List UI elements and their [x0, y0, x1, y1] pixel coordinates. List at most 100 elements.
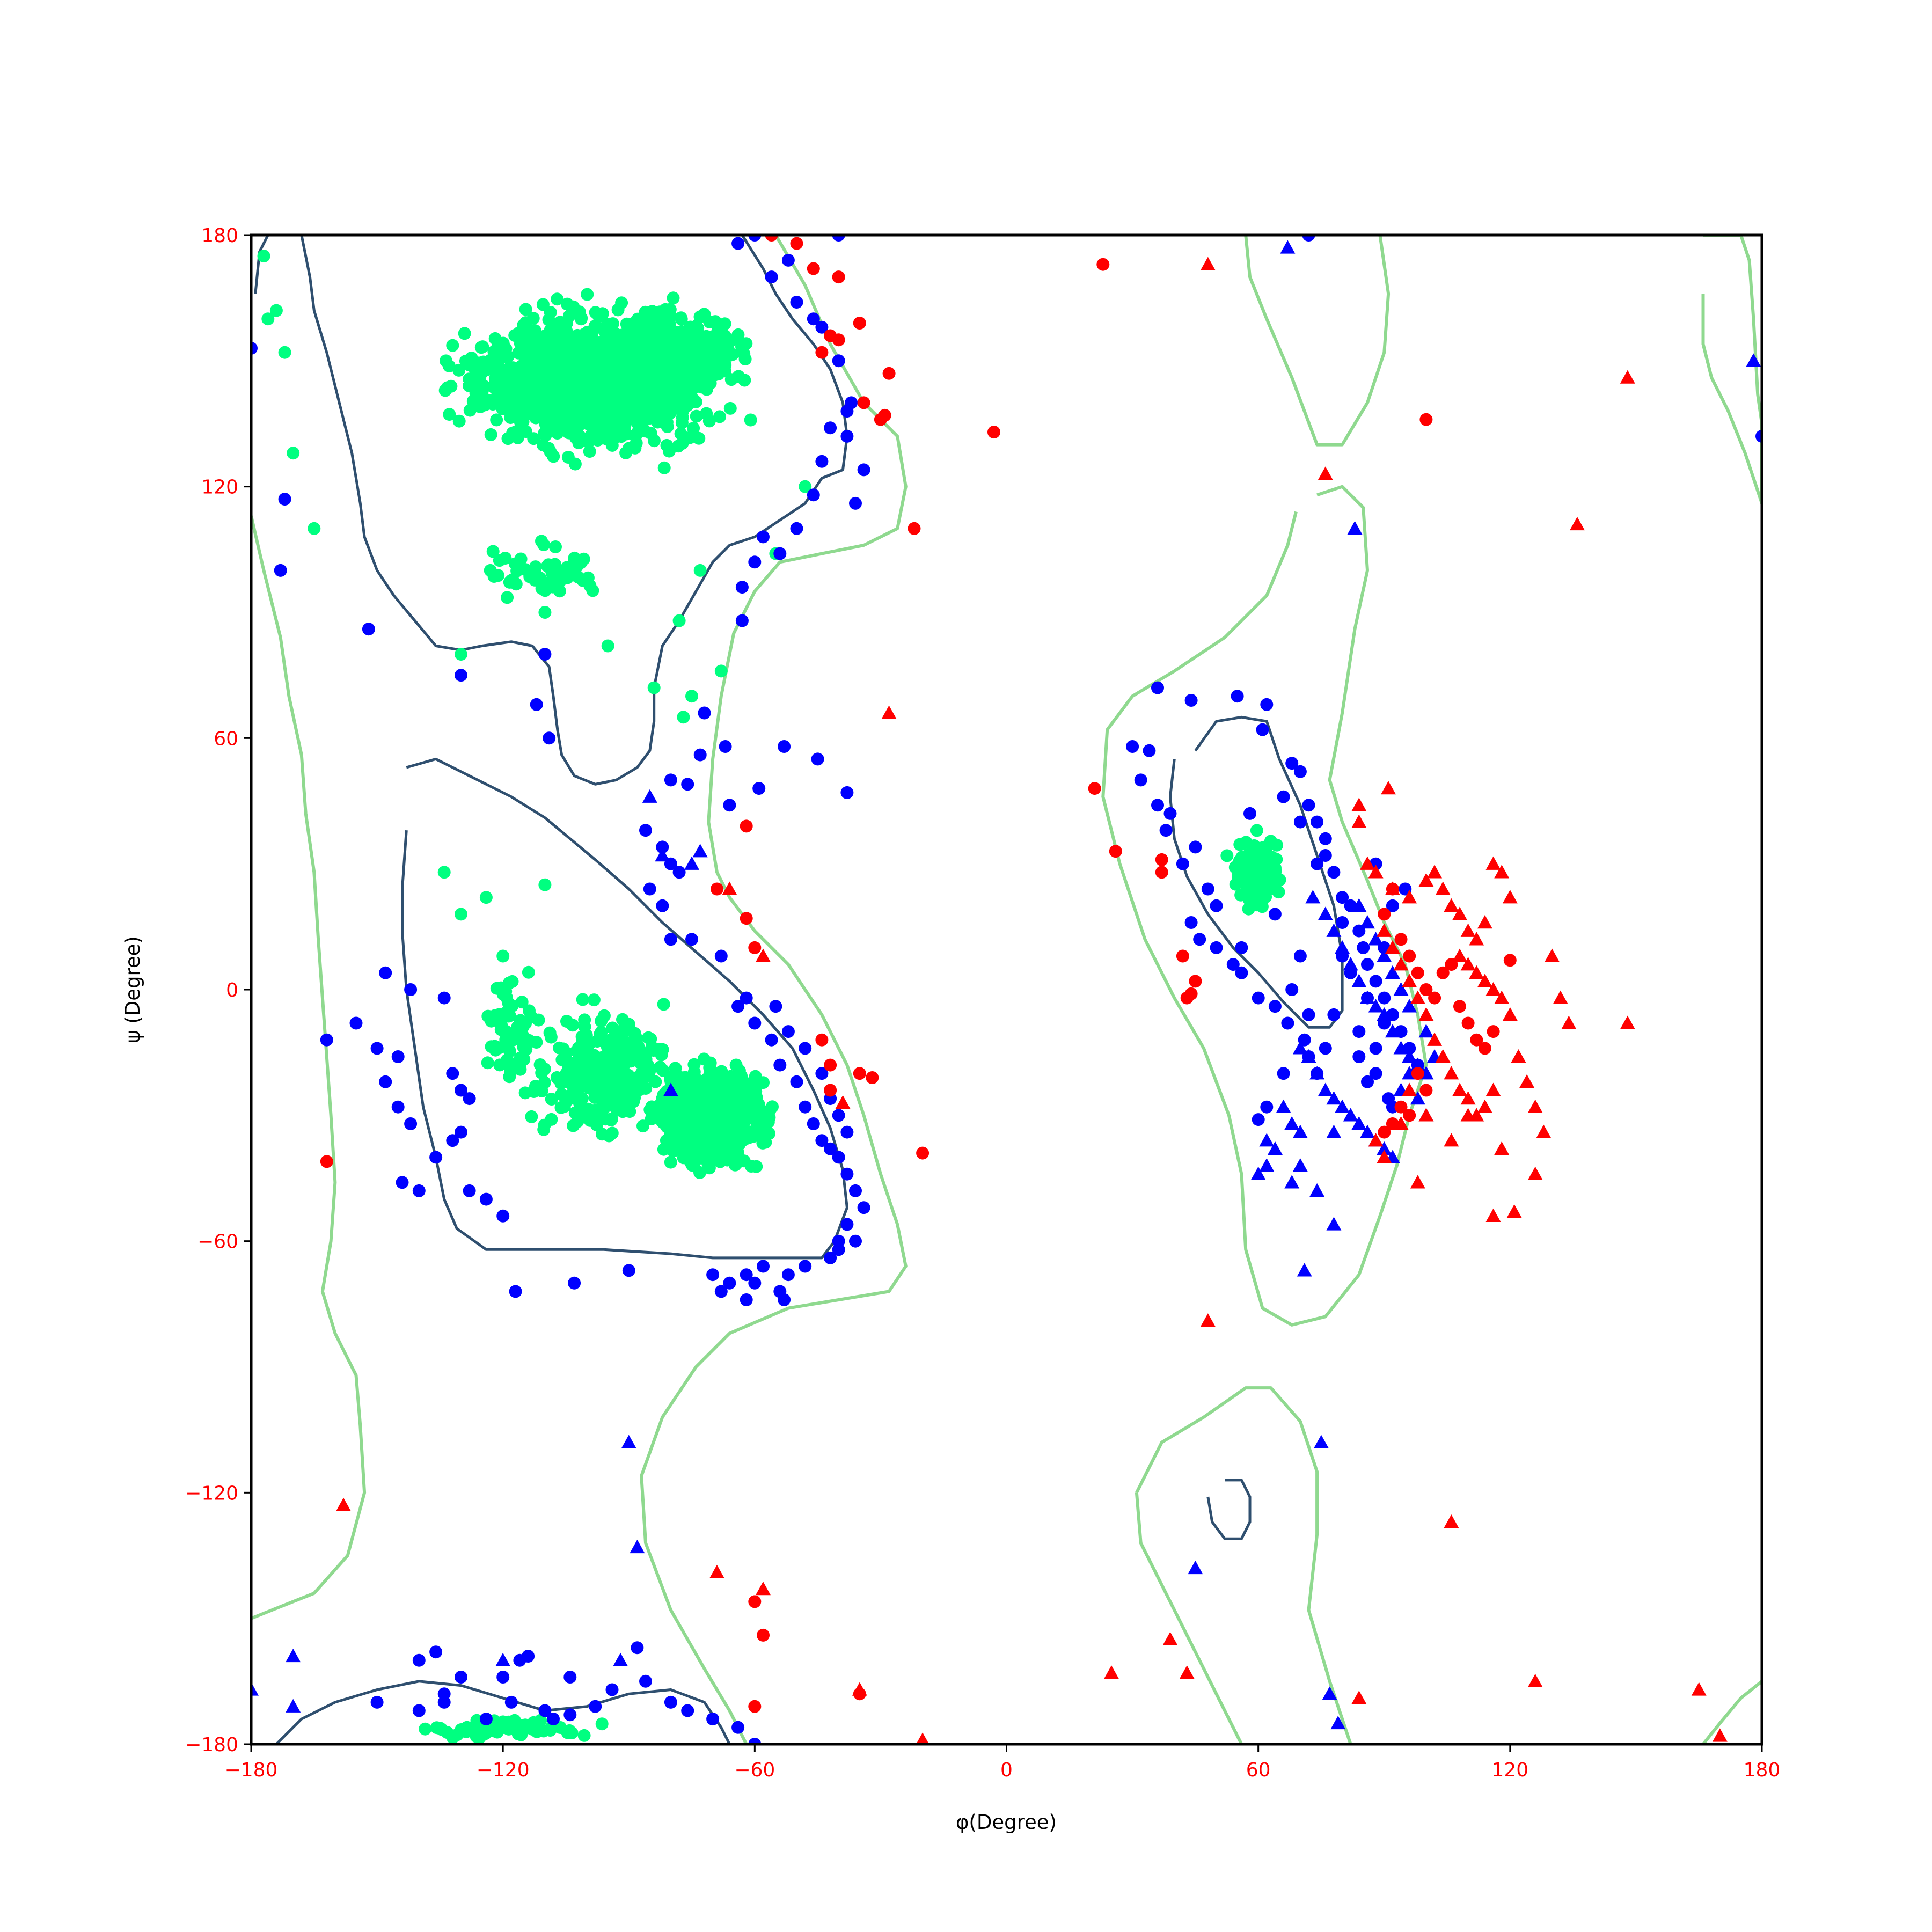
allowed-circle-point [811, 752, 824, 766]
outlier-circle-point [815, 346, 829, 359]
allowed-circle-point [807, 312, 820, 326]
favored-circle-point [583, 445, 596, 458]
favored-circle-point [474, 367, 488, 380]
favored-circle-point [697, 374, 711, 387]
allowed-triangle-point [1351, 974, 1367, 987]
outlier-triangle-point [1377, 1150, 1392, 1163]
favored-circle-point [631, 365, 645, 378]
outlier-circle-point [1419, 413, 1433, 426]
favored-circle-point [608, 1038, 621, 1051]
favored-circle-point [501, 591, 514, 604]
favored-circle-point [636, 1119, 649, 1133]
favored-circle-point [476, 340, 489, 354]
favored-circle-point [627, 1027, 641, 1040]
favored-circle-point [538, 352, 552, 365]
allowed-circle-point [681, 778, 694, 791]
allowed-circle-point [1755, 429, 1762, 443]
favored-circle-point [699, 345, 712, 358]
allowed-triangle-point [613, 1652, 628, 1666]
favored-circle-point [696, 1143, 709, 1156]
favored-circle-point [708, 330, 721, 343]
outlier-triangle-point [1527, 1673, 1543, 1688]
allowed-circle-point [320, 1033, 333, 1046]
favored-circle-point [569, 431, 582, 444]
favored-circle-point [564, 1088, 577, 1102]
favored-circle-point [519, 326, 532, 340]
allowed-circle-point [714, 1285, 728, 1298]
outlier-triangle-point [1452, 948, 1467, 962]
favored-circle-point [606, 433, 620, 446]
allowed-circle-point [379, 1075, 392, 1088]
favored-circle-point [1228, 861, 1242, 874]
favored-circle-point [1220, 849, 1234, 862]
allowed-circle-point [437, 1695, 451, 1709]
favored-circle-point [455, 648, 467, 661]
outlier-circle-point [1180, 991, 1194, 1005]
y-tick-label: 180 [201, 225, 238, 247]
allowed-circle-point [790, 522, 803, 535]
favored-circle-point [419, 1722, 432, 1736]
allowed-circle-point [370, 1695, 384, 1709]
favored-circle-point [588, 319, 602, 333]
favored-circle-point [560, 571, 574, 584]
favored-circle-point [713, 410, 726, 423]
allowed-circle-point [479, 1713, 493, 1726]
favored-circle-point [512, 346, 525, 360]
favored-circle-point [703, 316, 716, 328]
outlier-triangle-point [1494, 865, 1510, 879]
allowed-triangle-point [1292, 1041, 1308, 1055]
allowed-circle-point [1151, 681, 1164, 694]
favored-circle-point [700, 1133, 713, 1146]
outlier-triangle-point [755, 1581, 771, 1596]
allowed-triangle-point [1267, 1141, 1283, 1155]
allowed-circle-point [781, 1025, 795, 1038]
favored-circle-point [610, 381, 623, 394]
outlier-triangle-point [881, 705, 897, 719]
outlier-triangle-point [1444, 1514, 1459, 1528]
favored-circle-point [692, 431, 706, 445]
allowed-circle-point [1357, 941, 1370, 954]
favored-circle-point [458, 327, 471, 340]
allowed-triangle-point [1313, 1435, 1329, 1448]
allowed-circle-point [1210, 941, 1223, 954]
outlier-triangle-point [1527, 1166, 1543, 1180]
favored-circle-point [657, 1095, 670, 1108]
outlier-triangle-point [1494, 990, 1510, 1004]
allowed-triangle-point [1393, 982, 1409, 996]
allowed-circle-point [765, 1033, 778, 1046]
outlier-circle-point [1088, 782, 1101, 795]
favored-circle-point [615, 296, 628, 310]
outlier-triangle-point [1527, 1099, 1543, 1113]
favored-circle-point [583, 430, 597, 444]
favored-circle-point [663, 1113, 676, 1126]
allowed-circle-point [1378, 991, 1391, 1005]
outlier-triangle-point [1377, 923, 1392, 937]
allowed-triangle-point [1297, 1263, 1312, 1277]
allowed-circle-point [840, 1167, 854, 1181]
favored-circle-point [572, 570, 584, 583]
outlier-triangle-point [1452, 1082, 1467, 1096]
favored-circle-point [668, 375, 682, 389]
favored-circle-point [580, 1050, 593, 1063]
allowed-circle-point [1268, 908, 1282, 921]
outlier-circle-point [1411, 966, 1424, 979]
allowed-circle-point [1302, 799, 1315, 812]
outlier-triangle-point [1162, 1631, 1178, 1645]
allowed-circle-point [656, 899, 669, 912]
allowed-triangle-point [1326, 1124, 1342, 1138]
outlier-triangle-point [1485, 1208, 1501, 1222]
favored-circle-point [575, 311, 588, 325]
allowed-circle-point [815, 455, 829, 468]
outlier-circle-point [740, 819, 753, 833]
allowed-circle-point [815, 320, 829, 334]
allowed-circle-point [778, 740, 791, 753]
outlier-triangle-point [1385, 940, 1400, 954]
x-tick-label: 120 [1491, 1759, 1528, 1781]
favored-circle-point [553, 316, 567, 329]
allowed-triangle-point [1385, 1024, 1400, 1038]
outlier-circle-point [1394, 1100, 1408, 1114]
favored-circle-point [669, 1062, 682, 1075]
favored-circle-point [1258, 876, 1271, 889]
outlier-triangle-point [1545, 948, 1560, 962]
allowed-circle-point [1361, 958, 1374, 971]
